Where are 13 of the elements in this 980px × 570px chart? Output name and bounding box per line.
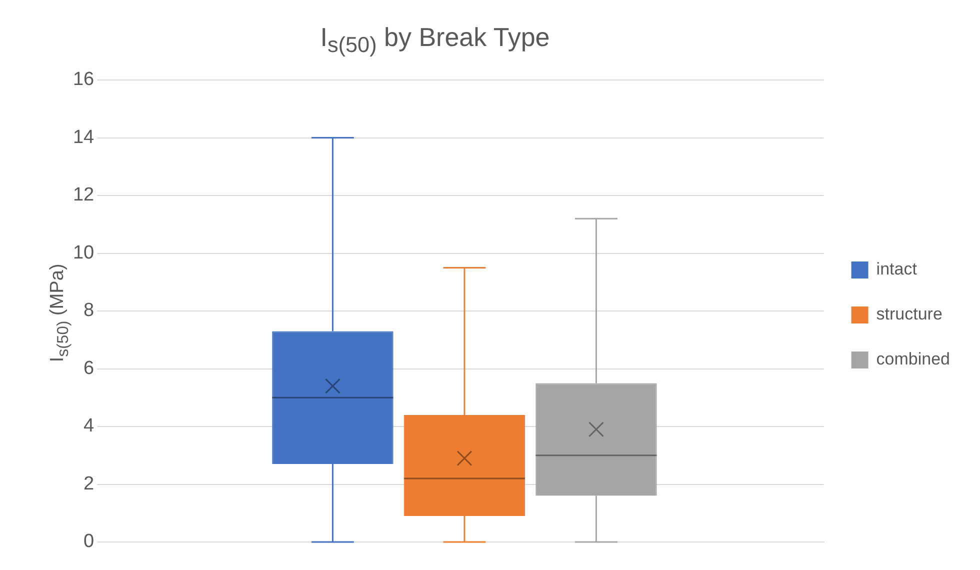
- y-tick-label: 16: [72, 69, 94, 90]
- y-tick-label: 6: [84, 358, 94, 379]
- y-tick-label: 8: [84, 300, 94, 322]
- legend-label: intact: [876, 260, 918, 279]
- y-tick-label: 12: [72, 184, 94, 206]
- y-tick-label: 0: [84, 531, 94, 552]
- y-tick-label: 10: [72, 242, 94, 264]
- y-tick-label: 4: [84, 416, 95, 437]
- y-tick-label: 14: [72, 126, 95, 148]
- legend-label: combined: [876, 350, 950, 369]
- legend-label: structure: [876, 304, 942, 324]
- y-tick-label: 2: [84, 473, 94, 494]
- chart-title: I$_{s(50)}$ by Break Type: [319, 22, 551, 58]
